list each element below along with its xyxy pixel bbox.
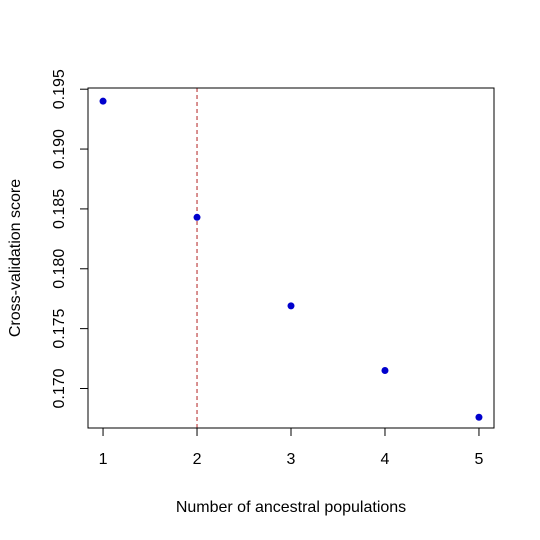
x-axis-label: Number of ancestral populations (176, 499, 406, 516)
data-point-1 (99, 97, 107, 105)
y-tick-label-0.190: 0.190 (51, 129, 68, 169)
x-tick-label-3: 3 (287, 451, 296, 468)
y-tick-label-0.195: 0.195 (51, 69, 68, 109)
y-axis: 0.170 0.175 0.180 0.185 0.190 0.195 (51, 69, 89, 409)
data-point-2 (193, 213, 201, 221)
y-tick-label-0.170: 0.170 (51, 368, 68, 408)
x-tick-label-5: 5 (475, 451, 484, 468)
x-axis: 1 2 3 4 5 (99, 427, 484, 468)
data-point-3 (287, 302, 295, 310)
y-tick-label-0.185: 0.185 (51, 189, 68, 229)
data-point-4 (381, 367, 389, 375)
x-tick-label-2: 2 (193, 451, 202, 468)
data-points (99, 97, 483, 421)
x-tick-label-4: 4 (381, 451, 390, 468)
data-point-5 (475, 413, 483, 421)
y-tick-label-0.180: 0.180 (51, 249, 68, 289)
y-tick-label-0.175: 0.175 (51, 309, 68, 349)
x-tick-label-1: 1 (99, 451, 108, 468)
y-axis-label: Cross-validation score (7, 179, 24, 337)
